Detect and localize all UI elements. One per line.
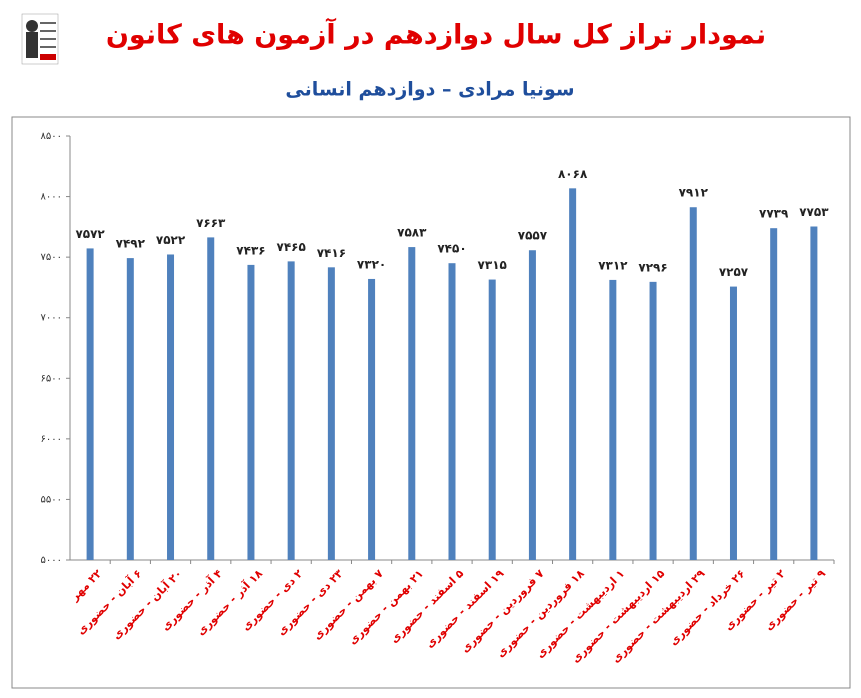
x-tick-label: ۱۸ آذر - حضوری [194, 566, 266, 638]
value-label: ۷۲۹۶ [638, 260, 667, 274]
x-tick-label: ۷ بهمن - حضوری [311, 567, 387, 643]
x-tick-label: ۱۹ اسفند - حضوری [423, 567, 507, 651]
bar [287, 261, 295, 560]
y-tick-label: ۷۵۰۰ [41, 252, 62, 263]
value-label: ۷۲۵۷ [719, 265, 749, 279]
value-label: ۷۴۶۵ [277, 240, 306, 254]
value-label: ۸۰۶۸ [558, 167, 588, 181]
bar [528, 250, 536, 560]
x-tick-label: ۲۱ بهمن - حضوری [346, 567, 426, 647]
bar [609, 279, 617, 560]
bar [327, 267, 335, 560]
value-label: ۷۵۲۲ [156, 233, 186, 247]
bar [207, 237, 215, 560]
bar [247, 264, 255, 560]
bar [368, 278, 376, 560]
x-tick-label: ۲۰ آبان - حضوری [109, 566, 185, 642]
bar [810, 226, 818, 560]
y-tick-label: ۶۰۰۰ [41, 434, 62, 445]
value-label: ۷۵۵۷ [518, 229, 548, 243]
value-label: ۷۷۳۹ [759, 207, 789, 221]
x-tick-label: ۵ اسفند - حضوری [388, 567, 467, 646]
value-label: ۷۳۱۲ [598, 258, 628, 272]
value-label: ۷۳۱۵ [478, 258, 507, 272]
value-label: ۷۴۵۰ [437, 242, 466, 256]
x-tick-label: ۲۲ مهر [67, 567, 104, 604]
chart-title: نمودار تراز کل سال دوازدهم در آزمون های … [106, 18, 766, 51]
bar [488, 279, 496, 560]
bar [408, 247, 416, 560]
logo [21, 13, 59, 65]
bar [689, 207, 697, 560]
value-label: ۷۴۹۲ [116, 237, 146, 251]
value-label: ۷۵۷۲ [75, 227, 105, 241]
value-label: ۷۹۱۲ [679, 186, 709, 200]
bar [649, 281, 657, 560]
y-tick-label: ۵۵۰۰ [41, 494, 62, 505]
value-label: ۷۴۳۶ [236, 243, 265, 257]
value-label: ۷۶۶۳ [196, 216, 226, 230]
bar [569, 188, 577, 560]
chart-subtitle: سونیا مرادی – دوازدهم انسانی [285, 79, 574, 101]
value-label: ۷۴۱۶ [317, 246, 346, 260]
bar [167, 254, 175, 560]
bar [448, 263, 456, 560]
value-label: ۷۷۵۳ [799, 205, 829, 219]
y-tick-label: ۸۰۰۰ [41, 192, 62, 203]
x-tick-label: ۲۶ خرداد - حضوری [667, 567, 748, 648]
bar [126, 258, 134, 560]
value-label: ۷۵۸۳ [397, 226, 427, 240]
y-tick-label: ۵۰۰۰ [41, 555, 62, 566]
bar [770, 228, 778, 561]
value-label: ۷۳۲۰ [357, 257, 386, 271]
y-tick-label: ۸۵۰۰ [41, 131, 62, 142]
y-tick-label: ۶۵۰۰ [41, 373, 62, 384]
plot-frame [11, 116, 851, 689]
y-tick-label: ۷۰۰۰ [41, 313, 62, 324]
bar [729, 286, 737, 560]
bar [86, 248, 94, 560]
